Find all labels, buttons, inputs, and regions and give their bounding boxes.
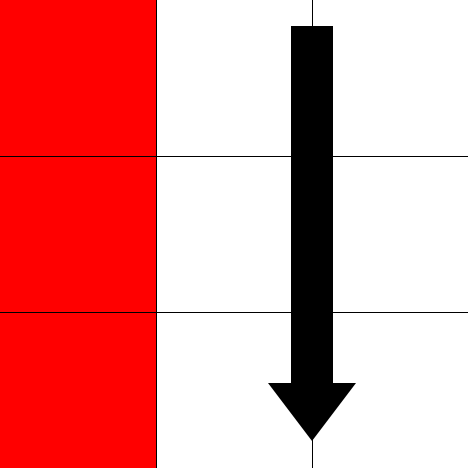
cell-r0-c2[interactable] xyxy=(312,0,468,156)
arrow-down-icon xyxy=(268,26,356,441)
cell-r0-c0[interactable] xyxy=(0,0,156,156)
cell-r1-c0[interactable] xyxy=(0,156,156,312)
cell-r2-c0[interactable] xyxy=(0,312,156,468)
cell-r0-c1[interactable] xyxy=(156,0,312,156)
cell-r1-c1[interactable] xyxy=(156,156,312,312)
arrow-layer xyxy=(268,26,356,441)
arrow-head xyxy=(268,383,356,441)
arrow-shaft xyxy=(291,26,333,384)
cell-r1-c2[interactable] xyxy=(312,156,468,312)
